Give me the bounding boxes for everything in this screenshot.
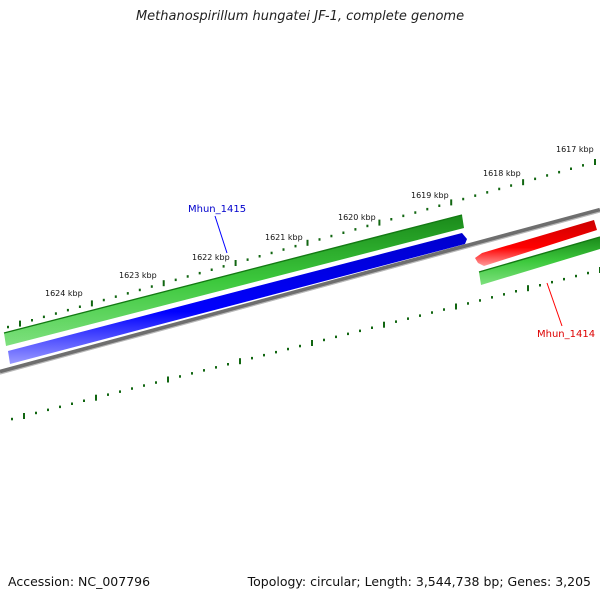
gene-label-mhun-1415[interactable]: Mhun_1415 — [188, 204, 246, 215]
cds-minus-strand — [479, 237, 600, 285]
gene-leader-mhun-1414 — [546, 282, 563, 327]
tick-label-1620: 1620 kbp — [338, 213, 376, 222]
tick-label-1622: 1622 kbp — [192, 253, 230, 262]
cds-plus-strand — [4, 215, 464, 346]
page-title: Methanospirillum hungatei JF-1, complete… — [135, 9, 465, 24]
tick-labels: 1617 kbp 1618 kbp 1619 kbp 1620 kbp 1621… — [45, 145, 594, 298]
tick-label-1624: 1624 kbp — [45, 289, 83, 298]
genome-backbone — [0, 207, 600, 375]
genome-summary-text: Topology: circular; Length: 3,544,738 bp… — [247, 574, 591, 589]
gene-mhun-1414 — [475, 220, 597, 266]
tick-label-1618: 1618 kbp — [483, 169, 521, 178]
genome-backbone-highlight — [0, 211, 600, 375]
gene-label-mhun-1414[interactable]: Mhun_1414 — [537, 329, 595, 340]
ruler-top — [7, 159, 596, 329]
cds-minus-strand-edge — [478, 236, 600, 273]
gene-leader-mhun-1415 — [214, 215, 228, 254]
cds-plus-strand-edge — [3, 214, 463, 334]
gene-mhun-1415 — [8, 233, 467, 364]
ruler-bottom — [11, 267, 600, 421]
tick-label-1619: 1619 kbp — [411, 191, 449, 200]
tick-label-1621: 1621 kbp — [265, 233, 303, 242]
accession-text: Accession: NC_007796 — [8, 574, 151, 589]
tick-label-1617: 1617 kbp — [556, 145, 594, 154]
tick-label-1623: 1623 kbp — [119, 271, 157, 280]
